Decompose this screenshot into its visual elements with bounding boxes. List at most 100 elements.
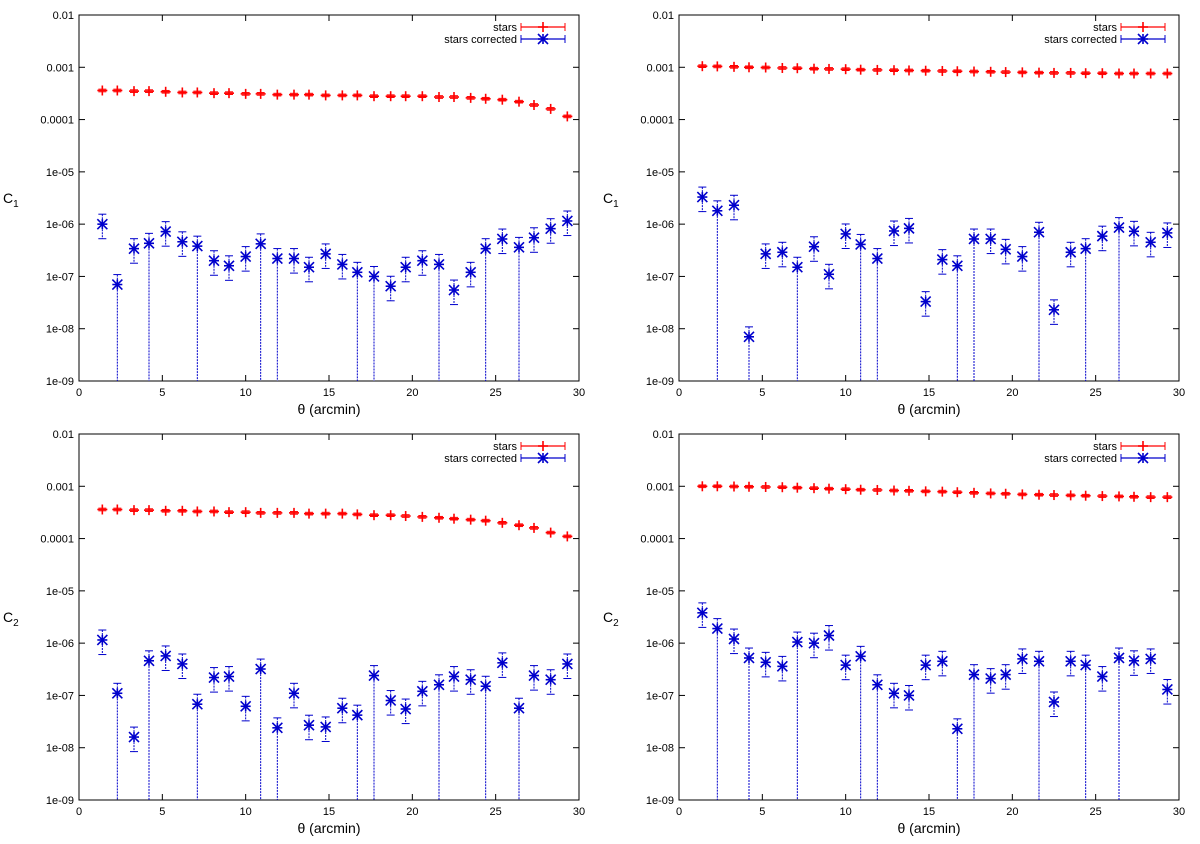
data-point xyxy=(936,254,948,266)
data-point xyxy=(255,663,267,675)
data-point xyxy=(223,260,235,272)
data-point xyxy=(1000,488,1011,499)
data-point xyxy=(480,93,491,104)
data-point xyxy=(697,481,708,492)
data-point xyxy=(855,650,867,662)
data-point xyxy=(160,86,171,97)
data-point xyxy=(561,215,573,227)
data-point xyxy=(1049,67,1059,78)
data-point xyxy=(1096,230,1108,242)
data-point xyxy=(1065,655,1077,667)
data-point xyxy=(1113,222,1125,234)
data-point xyxy=(433,679,445,691)
error-bar xyxy=(370,665,378,800)
data-point xyxy=(336,258,348,270)
y-tick-label: 1e-05 xyxy=(646,586,674,598)
data-point xyxy=(433,258,445,270)
data-point xyxy=(160,650,172,662)
x-tick-label: 30 xyxy=(573,806,585,818)
data-point xyxy=(320,90,331,101)
data-point xyxy=(192,506,203,517)
data-point xyxy=(434,92,444,103)
x-tick-label: 10 xyxy=(240,387,252,399)
data-point xyxy=(729,481,739,492)
data-point xyxy=(1016,250,1028,263)
error-bar xyxy=(256,233,265,381)
data-point xyxy=(528,232,540,244)
data-point xyxy=(1065,490,1076,501)
series-stars xyxy=(697,481,1173,503)
data-point xyxy=(1161,683,1173,696)
data-point xyxy=(743,331,755,343)
error-bar xyxy=(970,664,978,800)
y-tick-label: 0.001 xyxy=(46,481,74,493)
data-point xyxy=(936,655,948,667)
y-tick-label: 0.0001 xyxy=(640,115,674,127)
error-bar xyxy=(353,261,362,381)
data-point xyxy=(697,61,708,72)
y-tick-label: 0.01 xyxy=(653,429,674,441)
data-point xyxy=(824,63,834,74)
data-point xyxy=(369,91,379,102)
data-point xyxy=(1016,653,1028,665)
data-point xyxy=(1065,246,1077,258)
data-point xyxy=(903,689,915,701)
error-bar xyxy=(856,645,865,800)
x-tick-label: 25 xyxy=(490,806,502,818)
data-point xyxy=(776,660,788,672)
data-point xyxy=(1145,236,1157,248)
data-point xyxy=(271,722,283,734)
data-point xyxy=(1034,489,1044,500)
data-point xyxy=(224,88,234,99)
y-tick-label: 1e-05 xyxy=(646,167,674,179)
data-point xyxy=(871,679,883,691)
data-point xyxy=(417,511,428,522)
data-point xyxy=(1128,655,1140,667)
data-point xyxy=(728,199,740,211)
plot-frame xyxy=(78,14,580,382)
error-bar xyxy=(1035,650,1043,800)
data-point xyxy=(400,91,411,102)
data-point xyxy=(191,240,203,252)
data-point xyxy=(889,65,899,76)
data-point xyxy=(288,687,300,699)
data-point xyxy=(449,92,459,103)
data-point xyxy=(240,250,252,263)
legend-label: stars corrected xyxy=(444,34,517,46)
data-point xyxy=(1161,227,1173,239)
error-bar xyxy=(193,693,202,800)
x-tick-label: 0 xyxy=(676,806,682,818)
y-tick-label: 1e-08 xyxy=(646,324,674,336)
data-point xyxy=(128,731,140,743)
data-point xyxy=(111,278,123,291)
error-bar xyxy=(515,236,523,381)
y-tick-label: 1e-08 xyxy=(46,324,74,336)
data-point xyxy=(303,719,315,731)
data-point xyxy=(562,111,573,122)
data-point xyxy=(177,87,188,98)
data-point xyxy=(1096,670,1108,683)
data-point xyxy=(743,652,755,664)
y-tick-label: 1e-07 xyxy=(646,271,674,283)
data-point xyxy=(255,88,266,99)
chart-bottom-left: 1e-09 1e-08 1e-07 1e-06 1e-05 0.0001 0.001 0.01… xyxy=(3,429,585,836)
data-point xyxy=(97,504,108,515)
legend-label: stars xyxy=(1093,441,1117,453)
data-point xyxy=(1034,67,1044,78)
x-axis-label: θ (arcmin) xyxy=(897,401,960,417)
error-bar xyxy=(1115,217,1123,381)
data-point xyxy=(808,637,820,649)
data-point xyxy=(514,520,524,531)
x-tick-label: 10 xyxy=(240,806,252,818)
legend-marker xyxy=(1137,452,1149,464)
data-point xyxy=(417,91,428,102)
x-tick-label: 25 xyxy=(490,387,502,399)
data-point xyxy=(760,62,771,73)
data-point xyxy=(385,510,396,521)
data-point xyxy=(1000,669,1012,681)
data-point xyxy=(480,680,492,692)
data-point xyxy=(855,238,867,250)
error-bar xyxy=(145,232,153,381)
